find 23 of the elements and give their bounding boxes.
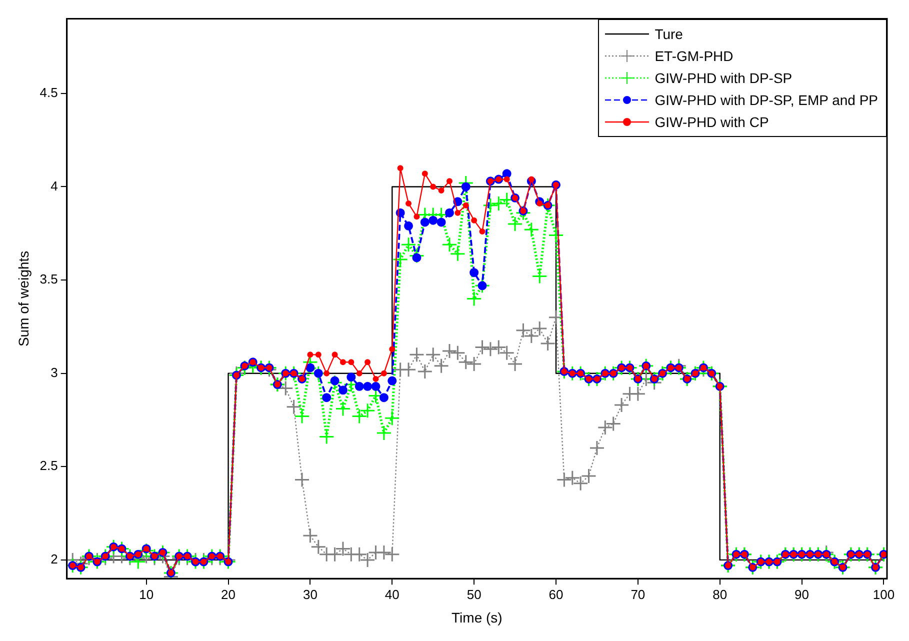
x-tick-label: 90 <box>794 586 810 602</box>
y-tick-label: 2.5 <box>40 458 58 474</box>
y-tick-label: 2 <box>50 552 58 567</box>
x-tick-label: 100 <box>872 586 895 602</box>
x-tick-label: 70 <box>630 586 646 602</box>
legend-label: ET-GM-PHD <box>654 46 734 66</box>
x-tick-label: 80 <box>712 586 728 602</box>
legend-label: GIW-PHD with DP-SP, EMP and PP <box>654 90 878 110</box>
y-axis-title: Sum of weights <box>15 250 32 347</box>
x-axis-title: Time (s) <box>452 609 502 626</box>
y-tick-label: 4.5 <box>40 85 58 100</box>
x-tick-label: 30 <box>302 586 318 602</box>
x-tick-label: 20 <box>221 586 236 602</box>
legend-label: Ture <box>654 24 683 44</box>
x-tick-label: 50 <box>466 586 482 602</box>
legend-label: GIW-PHD with CP <box>654 112 769 132</box>
x-tick-label: 10 <box>139 586 154 602</box>
x-tick-label: 40 <box>384 586 400 602</box>
y-tick-label: 3 <box>50 364 58 380</box>
y-tick-label: 4 <box>50 178 58 194</box>
y-tick-label: 3.5 <box>40 272 58 287</box>
x-tick-label: 60 <box>548 586 564 602</box>
legend-label: GIW-PHD with DP-SP <box>654 68 792 88</box>
